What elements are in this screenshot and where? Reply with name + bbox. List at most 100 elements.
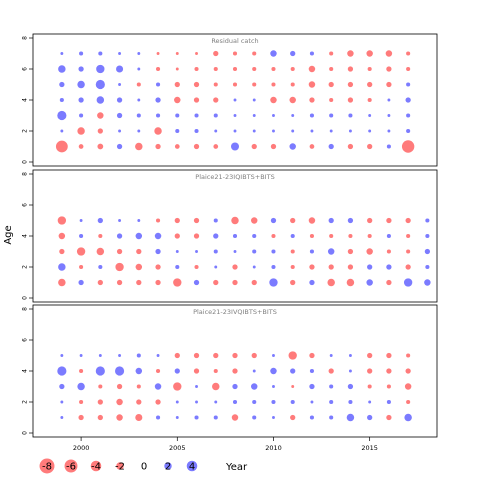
- bubble: [95, 366, 105, 376]
- bubble: [214, 400, 218, 404]
- bubble: [405, 217, 411, 224]
- bubble: [406, 82, 411, 87]
- bubble: [213, 144, 219, 149]
- bubble: [97, 143, 104, 150]
- bubble: [290, 414, 296, 421]
- legend-label: -8: [42, 462, 52, 473]
- bubble: [348, 369, 352, 373]
- bubble: [252, 66, 257, 72]
- bubble: [175, 416, 179, 419]
- bubble: [309, 144, 315, 149]
- bubble: [367, 97, 372, 103]
- bubble: [213, 82, 218, 87]
- bubble: [368, 114, 372, 117]
- bubble: [60, 129, 64, 133]
- bubble: [175, 264, 180, 270]
- bubble: [137, 67, 141, 71]
- panel-2: Plaice21-23IQIBTS+BITS 0 2 4 6 8: [22, 169, 438, 303]
- bubble: [137, 129, 141, 133]
- bubble: [290, 217, 296, 224]
- bubble: [232, 264, 238, 270]
- bubble: [387, 98, 391, 102]
- bubble: [194, 264, 199, 270]
- bubble: [406, 51, 411, 56]
- bubble: [386, 368, 392, 374]
- bubble: [173, 382, 182, 391]
- bubble: [233, 114, 237, 117]
- bubble: [424, 279, 431, 286]
- bubble: [193, 97, 200, 103]
- bubble: [291, 385, 295, 388]
- bubble: [404, 383, 412, 390]
- bubble: [137, 52, 141, 55]
- bubble: [251, 279, 257, 286]
- x-axis-label: Year: [225, 462, 248, 473]
- bubble: [116, 143, 123, 150]
- bubble: [328, 368, 334, 374]
- bubble: [346, 278, 355, 287]
- bubble: [251, 352, 257, 359]
- y-tick-label: 6: [22, 67, 29, 71]
- bubble: [232, 368, 238, 374]
- x-tick-label: 2000: [73, 444, 90, 452]
- bubble: [213, 97, 219, 103]
- bubble: [174, 96, 181, 104]
- bubble: [194, 113, 199, 118]
- bubble: [116, 414, 123, 421]
- bubble: [367, 81, 373, 88]
- y-tick-label: 8: [22, 172, 29, 176]
- bubble: [98, 384, 103, 389]
- legend-bubble: [39, 458, 55, 474]
- bubble: [195, 385, 198, 388]
- panel-1: Residual catch 0 2 4 6 8: [22, 33, 438, 167]
- x-tick-label: 2015: [361, 444, 378, 452]
- legend-bubble: [164, 462, 172, 470]
- bubble: [406, 113, 411, 118]
- bubble: [288, 351, 297, 360]
- bubble: [328, 143, 334, 150]
- bubble: [156, 113, 161, 118]
- bubble: [252, 82, 257, 87]
- bubble: [193, 233, 200, 239]
- bubble: [79, 233, 84, 239]
- bubble: [174, 233, 180, 239]
- bubble: [60, 52, 64, 55]
- bubble: [309, 249, 314, 254]
- bubble: [118, 219, 122, 222]
- bubble: [213, 66, 218, 72]
- bubble: [136, 113, 141, 118]
- bubble: [272, 354, 275, 357]
- bubble: [367, 233, 372, 239]
- bubble: [174, 368, 180, 374]
- bubble: [405, 264, 411, 270]
- bubble: [387, 129, 391, 133]
- bubble: [58, 232, 66, 240]
- bubble: [289, 96, 296, 104]
- bubble: [252, 129, 256, 133]
- bubble: [60, 400, 64, 404]
- bubble: [195, 400, 198, 404]
- bubble: [136, 248, 142, 255]
- bubble: [252, 249, 257, 254]
- bubble: [116, 279, 123, 286]
- bubble: [368, 400, 372, 404]
- bubble: [346, 413, 355, 422]
- bubble: [232, 352, 238, 359]
- bubble: [194, 66, 199, 72]
- bubble: [155, 97, 161, 103]
- bubble: [309, 264, 315, 270]
- bubble: [386, 352, 392, 359]
- x-tick-label: 2005: [169, 444, 186, 452]
- bubble: [230, 142, 240, 151]
- bubble: [79, 368, 84, 374]
- bubble: [213, 415, 218, 420]
- bubble: [403, 278, 413, 287]
- bubble: [156, 218, 161, 223]
- bubble: [327, 248, 335, 255]
- bubble: [347, 264, 354, 270]
- bubble: [251, 143, 257, 150]
- bubble: [309, 383, 315, 390]
- bubble: [136, 353, 141, 358]
- bubble: [232, 66, 238, 72]
- bubble: [252, 233, 257, 239]
